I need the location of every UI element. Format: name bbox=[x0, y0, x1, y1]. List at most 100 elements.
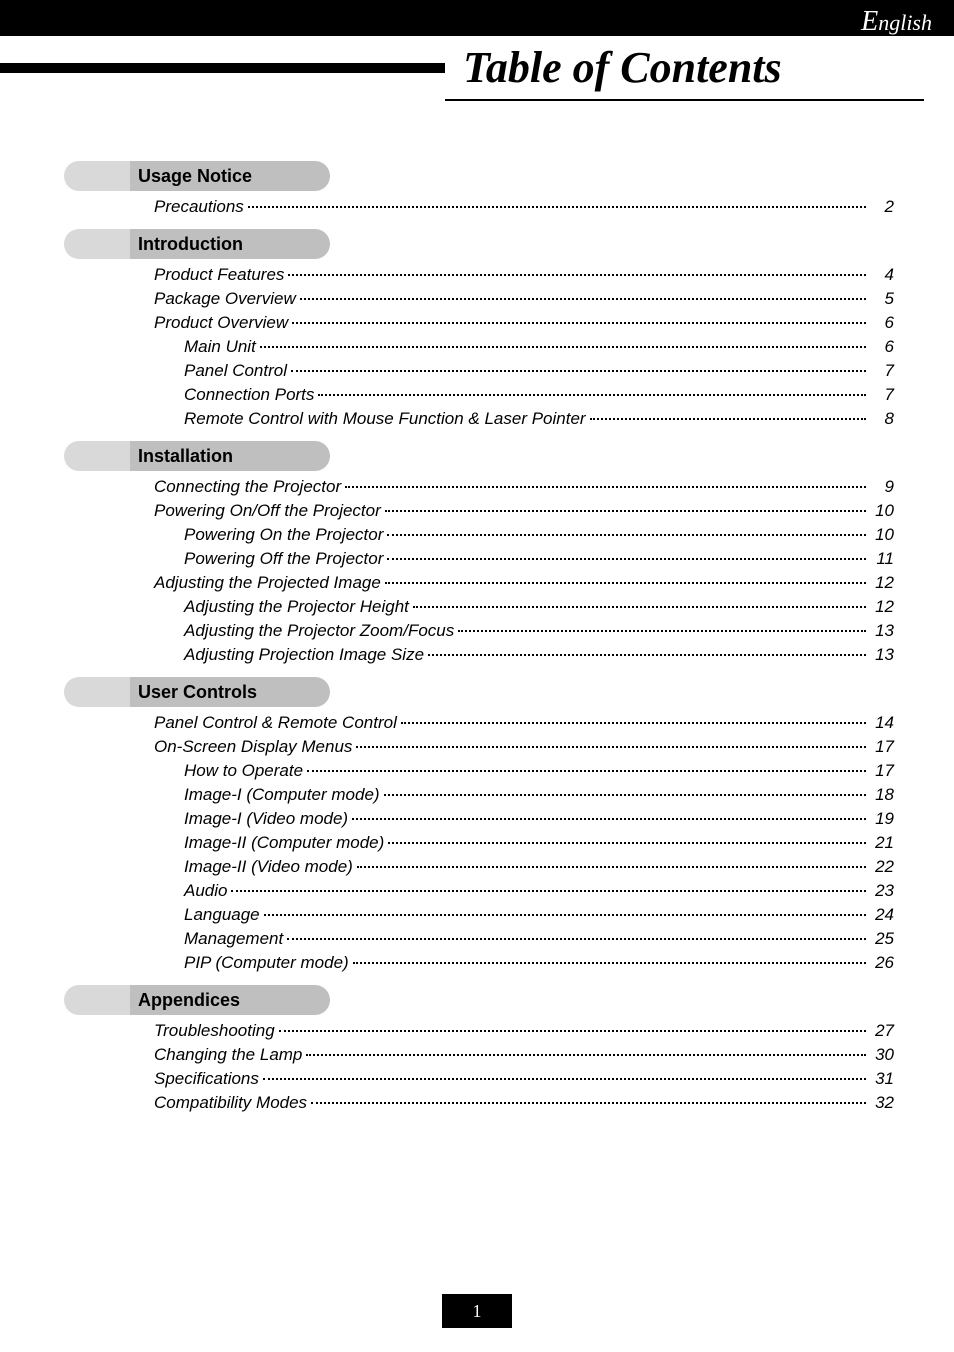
toc-dots bbox=[357, 866, 866, 868]
page-title: Table of Contents bbox=[463, 42, 782, 93]
toc-content: Usage NoticePrecautions 2IntroductionPro… bbox=[0, 161, 954, 1113]
toc-label: Management bbox=[184, 929, 283, 949]
toc-page: 26 bbox=[870, 953, 894, 973]
toc-dots bbox=[353, 962, 866, 964]
pill-left bbox=[64, 441, 130, 471]
toc-label: Panel Control & Remote Control bbox=[154, 713, 397, 733]
section-header: User Controls bbox=[64, 677, 894, 707]
toc-page: 6 bbox=[870, 313, 894, 333]
toc-dots bbox=[388, 842, 866, 844]
toc-label: On-Screen Display Menus bbox=[154, 737, 352, 757]
toc-item: Powering On/Off the Projector 10 bbox=[154, 501, 894, 521]
toc-page: 17 bbox=[870, 737, 894, 757]
toc-dots bbox=[300, 298, 866, 300]
toc-page: 27 bbox=[870, 1021, 894, 1041]
section-heading: Introduction bbox=[138, 234, 243, 255]
toc-page: 2 bbox=[870, 197, 894, 217]
toc-dots bbox=[428, 654, 866, 656]
toc-dots bbox=[401, 722, 866, 724]
toc-item: Changing the Lamp 30 bbox=[154, 1045, 894, 1065]
page-number-footer: 1 bbox=[442, 1294, 512, 1328]
toc-item: Main Unit 6 bbox=[184, 337, 894, 357]
section-header: Installation bbox=[64, 441, 894, 471]
pill-main: User Controls bbox=[130, 677, 330, 707]
title-row: Table of Contents bbox=[0, 42, 954, 93]
pill-main: Installation bbox=[130, 441, 330, 471]
toc-item: How to Operate 17 bbox=[184, 761, 894, 781]
toc-label: Changing the Lamp bbox=[154, 1045, 302, 1065]
toc-label: Adjusting the Projector Height bbox=[184, 597, 409, 617]
toc-dots bbox=[352, 818, 866, 820]
toc-item: Language 24 bbox=[184, 905, 894, 925]
toc-label: Troubleshooting bbox=[154, 1021, 275, 1041]
toc-dots bbox=[318, 394, 866, 396]
language-label: English bbox=[861, 6, 932, 38]
section-header: Appendices bbox=[64, 985, 894, 1015]
toc-page: 7 bbox=[870, 361, 894, 381]
toc-page: 24 bbox=[870, 905, 894, 925]
toc-item: Powering Off the Projector 11 bbox=[184, 549, 894, 569]
toc-dots bbox=[307, 770, 866, 772]
section-header: Introduction bbox=[64, 229, 894, 259]
toc-page: 10 bbox=[870, 501, 894, 521]
toc-dots bbox=[387, 534, 866, 536]
toc-item: Panel Control & Remote Control 14 bbox=[154, 713, 894, 733]
toc-page: 9 bbox=[870, 477, 894, 497]
toc-dots bbox=[291, 370, 866, 372]
toc-item: Audio 23 bbox=[184, 881, 894, 901]
title-underline bbox=[445, 99, 924, 101]
toc-item: Compatibility Modes 32 bbox=[154, 1093, 894, 1113]
language-rest: nglish bbox=[878, 10, 932, 35]
toc-item: Specifications 31 bbox=[154, 1069, 894, 1089]
toc-label: Product Overview bbox=[154, 313, 288, 333]
toc-dots bbox=[413, 606, 866, 608]
pill-left bbox=[64, 677, 130, 707]
section-heading: User Controls bbox=[138, 682, 257, 703]
toc-item: Image-I (Video mode) 19 bbox=[184, 809, 894, 829]
toc-page: 5 bbox=[870, 289, 894, 309]
language-cap: E bbox=[861, 6, 878, 37]
toc-page: 12 bbox=[870, 573, 894, 593]
toc-dots bbox=[264, 914, 866, 916]
toc-item: Panel Control 7 bbox=[184, 361, 894, 381]
toc-page: 13 bbox=[870, 645, 894, 665]
toc-label: Powering On/Off the Projector bbox=[154, 501, 381, 521]
toc-dots bbox=[458, 630, 866, 632]
toc-page: 18 bbox=[870, 785, 894, 805]
toc-item: Powering On the Projector 10 bbox=[184, 525, 894, 545]
toc-page: 23 bbox=[870, 881, 894, 901]
toc-dots bbox=[311, 1102, 866, 1104]
toc-dots bbox=[231, 890, 866, 892]
toc-item: Image-II (Computer mode) 21 bbox=[184, 833, 894, 853]
pill-main: Introduction bbox=[130, 229, 330, 259]
toc-dots bbox=[306, 1054, 866, 1056]
toc-dots bbox=[384, 794, 866, 796]
toc-dots bbox=[288, 274, 866, 276]
pill-main: Usage Notice bbox=[130, 161, 330, 191]
toc-label: PIP (Computer mode) bbox=[184, 953, 349, 973]
toc-item: Adjusting the Projector Height 12 bbox=[184, 597, 894, 617]
toc-page: 31 bbox=[870, 1069, 894, 1089]
toc-item: PIP (Computer mode) 26 bbox=[184, 953, 894, 973]
header-bar: English bbox=[0, 0, 954, 36]
toc-label: Powering Off the Projector bbox=[184, 549, 383, 569]
toc-dots bbox=[345, 486, 866, 488]
toc-label: Image-I (Computer mode) bbox=[184, 785, 380, 805]
toc-dots bbox=[387, 558, 866, 560]
toc-page: 8 bbox=[870, 409, 894, 429]
toc-page: 12 bbox=[870, 597, 894, 617]
toc-item: Remote Control with Mouse Function & Las… bbox=[184, 409, 894, 429]
toc-page: 32 bbox=[870, 1093, 894, 1113]
toc-label: Image-II (Video mode) bbox=[184, 857, 353, 877]
toc-label: Package Overview bbox=[154, 289, 296, 309]
toc-page: 21 bbox=[870, 833, 894, 853]
pill-left bbox=[64, 161, 130, 191]
toc-label: Remote Control with Mouse Function & Las… bbox=[184, 409, 586, 429]
toc-item: Adjusting the Projected Image 12 bbox=[154, 573, 894, 593]
section-heading: Installation bbox=[138, 446, 233, 467]
toc-item: Product Features 4 bbox=[154, 265, 894, 285]
toc-item: Image-I (Computer mode) 18 bbox=[184, 785, 894, 805]
pill-main: Appendices bbox=[130, 985, 330, 1015]
toc-label: Specifications bbox=[154, 1069, 259, 1089]
toc-label: Image-II (Computer mode) bbox=[184, 833, 384, 853]
